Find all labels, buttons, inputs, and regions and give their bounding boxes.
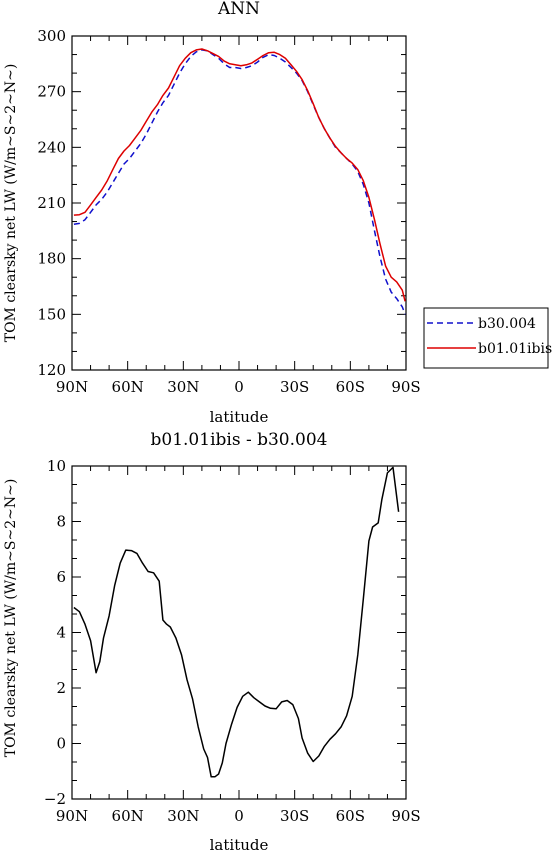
plot-frame — [71, 465, 407, 800]
series-line-b30-004 — [73, 49, 406, 315]
difference-line — [73, 466, 400, 778]
legend-label-b30-004: b30.004 — [478, 316, 536, 332]
y-tick-label: 270 — [37, 83, 66, 101]
x-tick-label: 30S — [280, 807, 309, 825]
y-tick-label: 2 — [56, 679, 66, 697]
x-tick-label: 30N — [167, 378, 199, 396]
x-tick-label: 0 — [234, 378, 244, 396]
chart-title-bottom: b01.01ibis - b30.004 — [151, 430, 328, 450]
y-tick-label: 6 — [56, 568, 66, 586]
panel-top-chart: ANN TOM clearsky net LW (W/m~S~2~N~) lat… — [3, 0, 552, 426]
y-tick-label: 4 — [56, 624, 66, 642]
x-tick-label: 60S — [336, 807, 365, 825]
y-tick-label: −2 — [44, 790, 66, 808]
legend: b30.004 b01.01ibis — [423, 307, 552, 369]
x-tick-label: 30S — [280, 378, 309, 396]
y-axis-label-bottom: TOM clearsky net LW (W/m~S~2~N~) — [3, 479, 19, 758]
y-tick-label: 180 — [37, 250, 66, 268]
y-tick-label: 8 — [56, 513, 66, 531]
x-tick-label: 0 — [234, 807, 244, 825]
panel-bottom-chart: b01.01ibis - b30.004 TOM clearsky net LW… — [3, 430, 421, 852]
series-line-b01-01ibis — [73, 48, 406, 302]
y-tick-label: 0 — [56, 735, 66, 753]
legend-frame — [423, 307, 549, 369]
x-tick-label: 90N — [56, 378, 88, 396]
x-axis-label-bottom: latitude — [210, 836, 269, 852]
x-axis-label-top: latitude — [210, 408, 269, 426]
y-tick-label: 120 — [37, 361, 66, 379]
legend-label-b01-01ibis: b01.01ibis — [478, 341, 552, 357]
plot-frame — [71, 35, 407, 371]
chart-title-top: ANN — [217, 0, 260, 19]
y-axis-label-top: TOM clearsky net LW (W/m~S~2~N~) — [3, 64, 19, 343]
x-tick-label: 90N — [56, 807, 88, 825]
x-tick-label: 60N — [112, 807, 144, 825]
x-tick-label: 90S — [391, 378, 420, 396]
x-tick-label: 60N — [112, 378, 144, 396]
x-tick-label: 30N — [167, 807, 199, 825]
y-tick-label: 300 — [37, 27, 66, 45]
x-tick-label: 60S — [336, 378, 365, 396]
y-tick-label: 240 — [37, 138, 66, 156]
y-tick-label: 10 — [47, 457, 66, 475]
y-tick-label: 150 — [37, 305, 66, 323]
x-tick-label: 90S — [391, 807, 420, 825]
y-tick-label: 210 — [37, 194, 66, 212]
